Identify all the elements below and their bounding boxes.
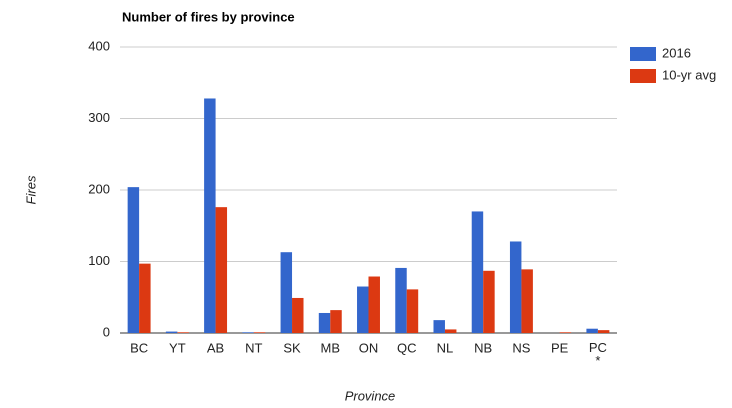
bar <box>280 252 293 333</box>
bar <box>253 332 266 333</box>
y-tick-label: 200 <box>88 181 110 196</box>
legend-swatch <box>630 47 656 61</box>
x-axis-title: Province <box>345 388 396 403</box>
x-tick-label: QC <box>397 340 417 355</box>
bar <box>204 98 216 333</box>
bar <box>215 207 228 333</box>
bar <box>444 329 457 333</box>
bar <box>521 269 533 333</box>
x-tick-label: AB <box>207 340 224 355</box>
y-tick-label: 100 <box>88 253 110 268</box>
bar <box>406 289 419 333</box>
x-tick-label: SK <box>283 340 301 355</box>
x-tick-label: YT <box>169 340 186 355</box>
bar <box>139 263 151 333</box>
x-tick-label: BC <box>130 340 148 355</box>
y-axis-title: Fires <box>23 175 38 204</box>
x-tick-label: NB <box>474 340 492 355</box>
bar <box>242 332 254 333</box>
legend-swatch <box>630 69 656 83</box>
bar <box>165 331 178 333</box>
bar <box>127 187 140 333</box>
bar <box>177 332 189 333</box>
x-tick-label: NT <box>245 340 262 355</box>
bar <box>395 267 407 333</box>
bar <box>509 241 522 333</box>
bar <box>597 330 610 333</box>
bar <box>586 328 598 333</box>
bar <box>318 312 331 333</box>
bar <box>357 286 369 333</box>
y-tick-label: 0 <box>103 324 110 339</box>
legend-label: 2016 <box>662 45 691 60</box>
bar <box>559 332 572 333</box>
x-tick-label: MB <box>321 340 341 355</box>
bar <box>483 270 495 333</box>
bar <box>471 211 484 333</box>
x-tick-label: NS <box>512 340 530 355</box>
bar <box>433 320 445 333</box>
x-tick-label: NL <box>437 340 454 355</box>
x-tick-label: PE <box>551 340 569 355</box>
x-tick-label: ON <box>359 340 379 355</box>
x-tick-label: PC * <box>589 340 607 368</box>
bar <box>292 297 304 333</box>
bar <box>368 276 380 333</box>
bar <box>330 310 342 333</box>
legend-label: 10-yr avg <box>662 67 716 82</box>
y-tick-label: 300 <box>88 110 110 125</box>
chart-title: Number of fires by province <box>122 9 295 24</box>
y-tick-label: 400 <box>88 38 110 53</box>
